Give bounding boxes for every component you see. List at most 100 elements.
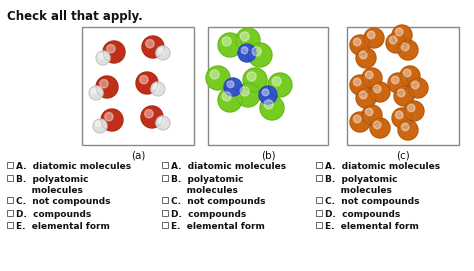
- Circle shape: [252, 47, 261, 56]
- Circle shape: [388, 73, 408, 93]
- Circle shape: [156, 116, 170, 130]
- Bar: [162, 175, 168, 181]
- Circle shape: [272, 77, 281, 86]
- Circle shape: [390, 36, 397, 44]
- Circle shape: [156, 46, 170, 60]
- Circle shape: [236, 28, 260, 52]
- Circle shape: [350, 75, 370, 95]
- Text: Check all that apply.: Check all that apply.: [7, 10, 143, 23]
- Bar: [208, 27, 328, 145]
- Circle shape: [367, 31, 375, 39]
- Text: (a): (a): [131, 151, 145, 161]
- Bar: [7, 222, 13, 228]
- Circle shape: [136, 72, 158, 94]
- Circle shape: [260, 96, 284, 120]
- Circle shape: [95, 121, 100, 127]
- Circle shape: [400, 66, 420, 86]
- Circle shape: [395, 28, 403, 36]
- Circle shape: [354, 115, 361, 123]
- Circle shape: [145, 109, 153, 118]
- Text: B.  polyatomic: B. polyatomic: [171, 175, 244, 184]
- Bar: [316, 222, 322, 228]
- Circle shape: [356, 48, 376, 68]
- Circle shape: [362, 68, 382, 88]
- Text: (c): (c): [396, 151, 410, 161]
- Circle shape: [350, 112, 370, 132]
- Text: D.  compounds: D. compounds: [171, 210, 246, 219]
- Circle shape: [224, 78, 242, 96]
- Text: molecules: molecules: [325, 186, 392, 195]
- Circle shape: [356, 88, 376, 108]
- Circle shape: [243, 68, 267, 92]
- Bar: [316, 210, 322, 216]
- Circle shape: [401, 43, 409, 51]
- Circle shape: [158, 48, 164, 54]
- Circle shape: [99, 53, 104, 59]
- Circle shape: [227, 81, 234, 88]
- Text: molecules: molecules: [171, 186, 238, 195]
- Circle shape: [374, 121, 381, 129]
- Circle shape: [222, 37, 231, 46]
- Circle shape: [218, 33, 242, 57]
- Circle shape: [259, 86, 277, 104]
- Circle shape: [386, 33, 406, 53]
- Text: A.  diatomic molecules: A. diatomic molecules: [16, 162, 131, 171]
- Text: A.  diatomic molecules: A. diatomic molecules: [325, 162, 440, 171]
- Circle shape: [238, 44, 256, 62]
- Circle shape: [240, 32, 249, 41]
- Circle shape: [101, 109, 123, 131]
- Circle shape: [370, 118, 390, 138]
- Text: C.  not compounds: C. not compounds: [325, 197, 419, 206]
- Circle shape: [354, 78, 361, 86]
- Circle shape: [158, 118, 164, 124]
- Circle shape: [236, 83, 260, 107]
- Circle shape: [96, 51, 110, 65]
- Bar: [347, 27, 459, 145]
- Circle shape: [154, 84, 159, 89]
- Bar: [7, 197, 13, 203]
- Text: C.  not compounds: C. not compounds: [171, 197, 265, 206]
- Bar: [162, 197, 168, 203]
- Text: B.  polyatomic: B. polyatomic: [325, 175, 398, 184]
- Circle shape: [218, 88, 242, 112]
- Circle shape: [96, 76, 118, 98]
- Text: E.  elemental form: E. elemental form: [171, 222, 265, 231]
- Text: E.  elemental form: E. elemental form: [325, 222, 419, 231]
- Circle shape: [240, 87, 249, 96]
- Bar: [7, 162, 13, 168]
- Text: E.  elemental form: E. elemental form: [16, 222, 110, 231]
- Circle shape: [241, 47, 248, 54]
- Circle shape: [222, 92, 231, 101]
- Circle shape: [107, 44, 115, 53]
- Circle shape: [365, 108, 373, 116]
- Circle shape: [350, 35, 370, 55]
- Circle shape: [248, 43, 272, 67]
- Bar: [316, 175, 322, 181]
- Circle shape: [103, 41, 125, 63]
- Circle shape: [403, 69, 411, 77]
- Circle shape: [398, 120, 418, 140]
- Circle shape: [392, 108, 412, 128]
- Circle shape: [141, 106, 163, 128]
- Circle shape: [262, 89, 269, 96]
- Circle shape: [210, 70, 219, 79]
- Bar: [7, 175, 13, 181]
- Text: C.  not compounds: C. not compounds: [16, 197, 110, 206]
- Circle shape: [359, 51, 367, 59]
- Circle shape: [247, 72, 256, 81]
- Circle shape: [408, 78, 428, 98]
- Circle shape: [206, 66, 230, 90]
- Circle shape: [264, 100, 273, 109]
- Circle shape: [370, 82, 390, 102]
- Circle shape: [392, 25, 412, 45]
- Circle shape: [93, 119, 107, 133]
- Circle shape: [365, 71, 373, 79]
- Circle shape: [397, 89, 405, 97]
- Circle shape: [407, 104, 415, 112]
- Bar: [316, 162, 322, 168]
- Circle shape: [89, 86, 103, 100]
- Circle shape: [411, 81, 419, 89]
- Circle shape: [146, 40, 154, 48]
- Bar: [162, 210, 168, 216]
- Circle shape: [100, 79, 108, 88]
